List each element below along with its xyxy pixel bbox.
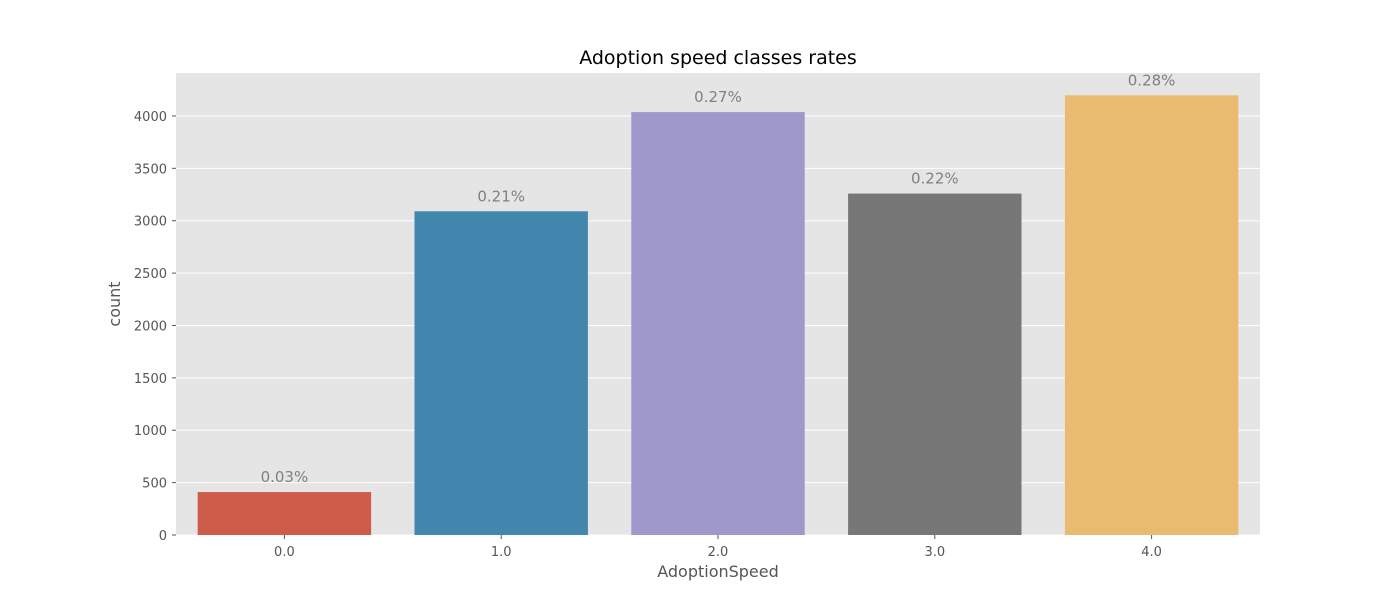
y-tick-label: 4000 — [134, 110, 167, 125]
y-axis-label: count — [105, 281, 124, 326]
bar-1-0 — [414, 211, 588, 536]
y-tick-label: 3000 — [134, 215, 167, 230]
x-tick-label: 3.0 — [924, 545, 945, 560]
y-tick-label: 1500 — [134, 372, 167, 387]
y-tick-label: 500 — [142, 477, 167, 492]
x-axis-ticks: 0.0 1.0 2.0 3.0 4.0 — [274, 535, 1162, 560]
y-tick-label: 1000 — [134, 424, 167, 439]
x-tick-label: 1.0 — [491, 545, 512, 560]
data-label: 0.22% — [911, 170, 959, 188]
bar-3-0 — [848, 193, 1022, 536]
x-tick-label: 4.0 — [1141, 545, 1162, 560]
data-label: 0.27% — [694, 88, 742, 106]
data-label: 0.03% — [261, 468, 309, 486]
bar-0-0 — [197, 492, 372, 535]
x-tick-label: 0.0 — [274, 545, 295, 560]
bar-4-0 — [1064, 95, 1239, 536]
x-tick-label: 2.0 — [708, 545, 729, 560]
bars — [197, 95, 1239, 536]
data-label: 0.28% — [1128, 71, 1176, 89]
y-tick-label: 2000 — [134, 319, 167, 334]
x-axis-label: AdoptionSpeed — [657, 562, 779, 581]
data-labels: 0.03% 0.21% 0.27% 0.22% 0.28% — [261, 71, 1176, 486]
chart-title: Adoption speed classes rates — [579, 47, 857, 69]
data-label: 0.21% — [477, 187, 525, 205]
bar-2-0 — [631, 112, 805, 536]
y-tick-label: 0 — [159, 529, 167, 544]
y-tick-label: 2500 — [134, 267, 167, 282]
y-axis-ticks: 0 500 1000 1500 2000 2500 3000 3500 4000 — [134, 110, 176, 544]
y-tick-label: 3500 — [134, 162, 167, 177]
